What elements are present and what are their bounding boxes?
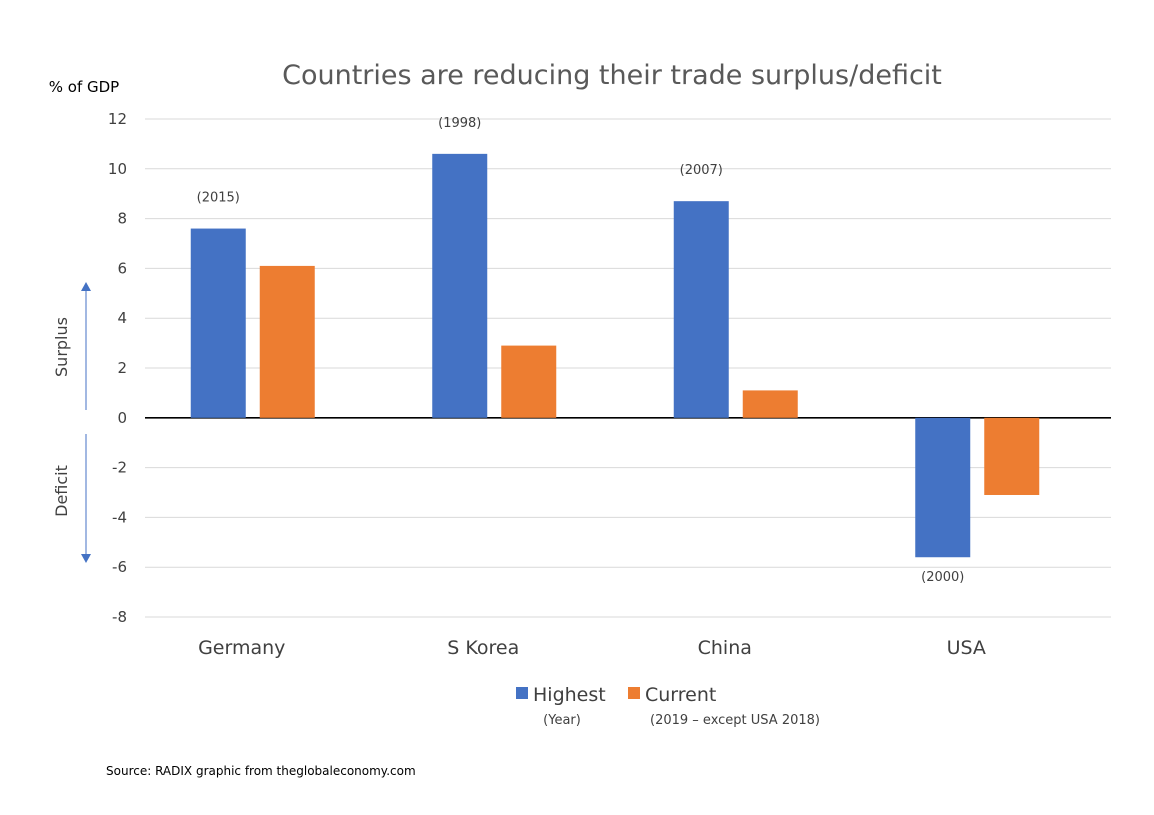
down-arrow-icon xyxy=(81,554,91,563)
legend-label-highest: Highest xyxy=(533,684,606,706)
bar-highest-china xyxy=(673,201,729,418)
category-label: S Korea xyxy=(447,637,519,659)
bar-current-s-korea xyxy=(501,345,557,418)
deficit-label: Deficit xyxy=(52,465,71,517)
surplus-indicator: Surplus xyxy=(52,282,91,410)
bar-current-usa xyxy=(984,417,1040,495)
bar-highest-usa xyxy=(915,417,971,558)
y-tick-label: -8 xyxy=(112,608,127,626)
category-label: Germany xyxy=(198,637,285,659)
surplus-label: Surplus xyxy=(52,317,71,377)
legend-label-current: Current xyxy=(645,684,716,706)
year-label: (2007) xyxy=(680,163,723,178)
legend-swatch-current xyxy=(628,687,640,699)
bars xyxy=(190,153,1040,558)
y-tick-label: 8 xyxy=(117,210,127,228)
year-labels: (2015) (1998) (2007) (2000) xyxy=(197,116,965,585)
deficit-indicator: Deficit xyxy=(52,434,91,563)
y-tick-label: 4 xyxy=(117,309,127,327)
bar-current-germany xyxy=(259,265,315,418)
year-label: (1998) xyxy=(438,116,481,131)
legend-note-highest: (Year) xyxy=(543,713,581,728)
year-label: (2015) xyxy=(197,191,240,206)
y-axis-unit-label: % of GDP xyxy=(49,78,119,96)
legend-swatch-highest xyxy=(516,687,528,699)
category-labels: Germany S Korea China USA xyxy=(198,637,986,659)
y-tick-label: -4 xyxy=(112,508,127,526)
up-arrow-icon xyxy=(81,282,91,291)
category-label: China xyxy=(698,637,752,659)
y-tick-label: -2 xyxy=(112,459,127,477)
y-tick-label: -6 xyxy=(112,558,127,576)
legend: Highest Current (Year) (2019 – except US… xyxy=(516,684,820,728)
category-label: USA xyxy=(947,637,986,659)
bar-current-china xyxy=(742,390,798,418)
y-axis-ticks: 12 10 8 6 4 2 0 -2 -4 -6 -8 xyxy=(108,110,127,626)
y-tick-label: 12 xyxy=(108,110,127,128)
y-tick-label: 10 xyxy=(108,160,127,178)
bar-highest-s-korea xyxy=(432,153,488,418)
legend-note-current: (2019 – except USA 2018) xyxy=(650,713,820,728)
chart-title: Countries are reducing their trade surpl… xyxy=(282,60,942,91)
bar-highest-germany xyxy=(190,228,246,418)
y-tick-label: 2 xyxy=(117,359,127,377)
year-label: (2000) xyxy=(921,570,964,585)
y-tick-label: 0 xyxy=(117,409,127,427)
y-tick-label: 6 xyxy=(117,259,127,277)
source-note: Source: RADIX graphic from theglobalecon… xyxy=(106,764,416,778)
